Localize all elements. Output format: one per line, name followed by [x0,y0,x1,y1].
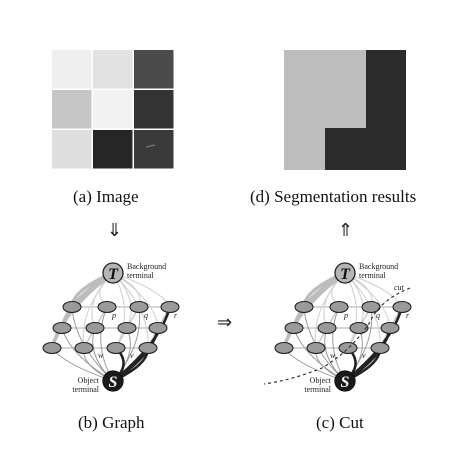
terminal-s-symbol: S [341,374,350,391]
terminal-t-symbol: T [108,266,119,283]
node-label-v: v [362,351,366,360]
pixel-node [42,341,62,355]
pixel-node [306,341,326,355]
node-label-p: p [111,311,116,320]
node-label-q: q [144,311,148,320]
cut-diagram: p q rw vT BackgroundterminalSObjectterminalc… [263,262,412,394]
node-label-r: r [406,311,410,320]
object-terminal-label-2: terminal [72,385,99,394]
node-label-w: w [98,351,104,360]
pixel-node [85,321,105,335]
image-pixel-cell [93,90,133,129]
background-terminal-label: Background [127,262,166,271]
caption-image: (a) Image [73,187,139,206]
caption-graph: (b) Graph [78,413,145,432]
object-terminal-node [334,370,356,392]
pixel-node [129,300,149,314]
right-arrow: ⇒ [217,312,232,333]
pixel-node [380,321,400,335]
background-terminal-node [102,262,124,284]
pixel-node [294,300,314,314]
cut-line [263,287,411,385]
background-terminal-label-2: terminal [127,271,154,280]
pixel-node [274,341,294,355]
pixel-node [329,300,349,314]
pixel-node [74,341,94,355]
background-terminal-label-2: terminal [359,271,386,280]
pixel-node [160,300,180,314]
node-label-v: v [130,351,134,360]
pixel-node [148,321,168,335]
caption-segmentation: (d) Segmentation results [250,187,416,206]
pixel-node [392,300,412,314]
image-pixel-cell [134,90,174,129]
image-pixel-cell [93,130,133,169]
pixel-node [349,321,369,335]
object-terminal-node [102,370,124,392]
pixel-node [117,321,137,335]
image-pixel-cell [52,130,92,169]
seg-light-region [284,50,366,170]
pixel-node [338,341,358,355]
pixel-node [62,300,82,314]
image-pixel-cell [52,50,92,89]
segmentation-result [284,50,406,170]
pixel-node [106,341,126,355]
image-pixel-cell [134,130,174,169]
object-terminal-label: Object [310,376,332,385]
image-pixel-cell [134,50,174,89]
terminal-t-symbol: T [340,266,351,283]
pixel-node [52,321,72,335]
object-terminal-label-2: terminal [304,385,331,394]
terminal-s-symbol: S [109,374,118,391]
pixel-node [361,300,381,314]
pixel-node [97,300,117,314]
cut-label: cut [394,283,405,292]
down-arrow: ⇓ [107,220,122,241]
node-label-p: p [343,311,348,320]
pixel-node [370,341,390,355]
pixel-node [138,341,158,355]
node-label-r: r [174,311,178,320]
pixel-node [317,321,337,335]
input-image-grid [52,50,174,169]
pixel-node [284,321,304,335]
node-label-q: q [376,311,380,320]
pixel-mark [145,144,156,148]
image-pixel-cell [93,50,133,89]
background-terminal-node [334,262,356,284]
object-terminal-label: Object [78,376,100,385]
up-arrow: ⇑ [338,220,353,241]
caption-cut: (c) Cut [316,413,364,432]
background-terminal-label: Background [359,262,398,271]
node-label-w: w [330,351,336,360]
image-pixel-cell [52,90,92,129]
